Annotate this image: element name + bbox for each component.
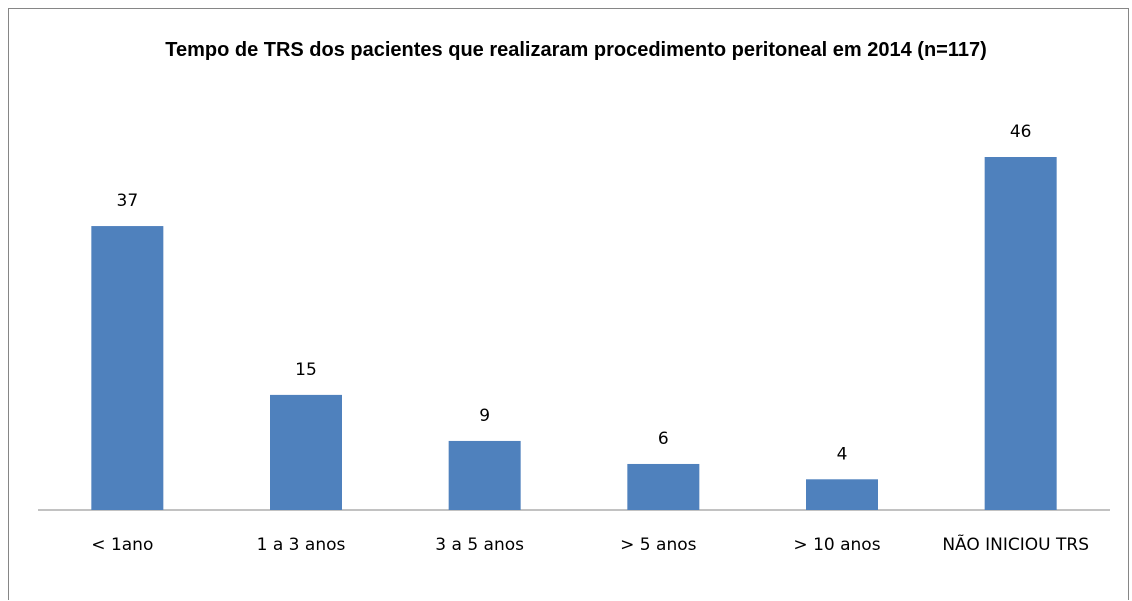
bar bbox=[270, 394, 342, 510]
chart-frame bbox=[8, 8, 1129, 600]
chart-title: Tempo de TRS dos pacientes que realizara… bbox=[165, 39, 987, 61]
bar bbox=[806, 479, 878, 510]
x-tick-label: NÃO INICIOU TRS bbox=[942, 535, 1089, 555]
value-label: 46 bbox=[1010, 122, 1032, 142]
value-label: 9 bbox=[479, 406, 490, 426]
bar bbox=[627, 463, 700, 510]
value-label: 6 bbox=[658, 429, 669, 449]
bar bbox=[448, 440, 521, 510]
x-tick-label: > 10 anos bbox=[793, 535, 881, 555]
x-tick-label: 3 a 5 anos bbox=[435, 535, 525, 555]
value-label: 37 bbox=[117, 191, 139, 211]
bar bbox=[91, 226, 164, 510]
value-label: 4 bbox=[837, 444, 848, 464]
value-label: 15 bbox=[295, 360, 317, 380]
x-tick-label: > 5 anos bbox=[620, 535, 697, 555]
x-tick-label: < 1ano bbox=[91, 535, 154, 555]
x-tick-label: 1 a 3 anos bbox=[256, 535, 346, 555]
bar bbox=[984, 157, 1057, 510]
